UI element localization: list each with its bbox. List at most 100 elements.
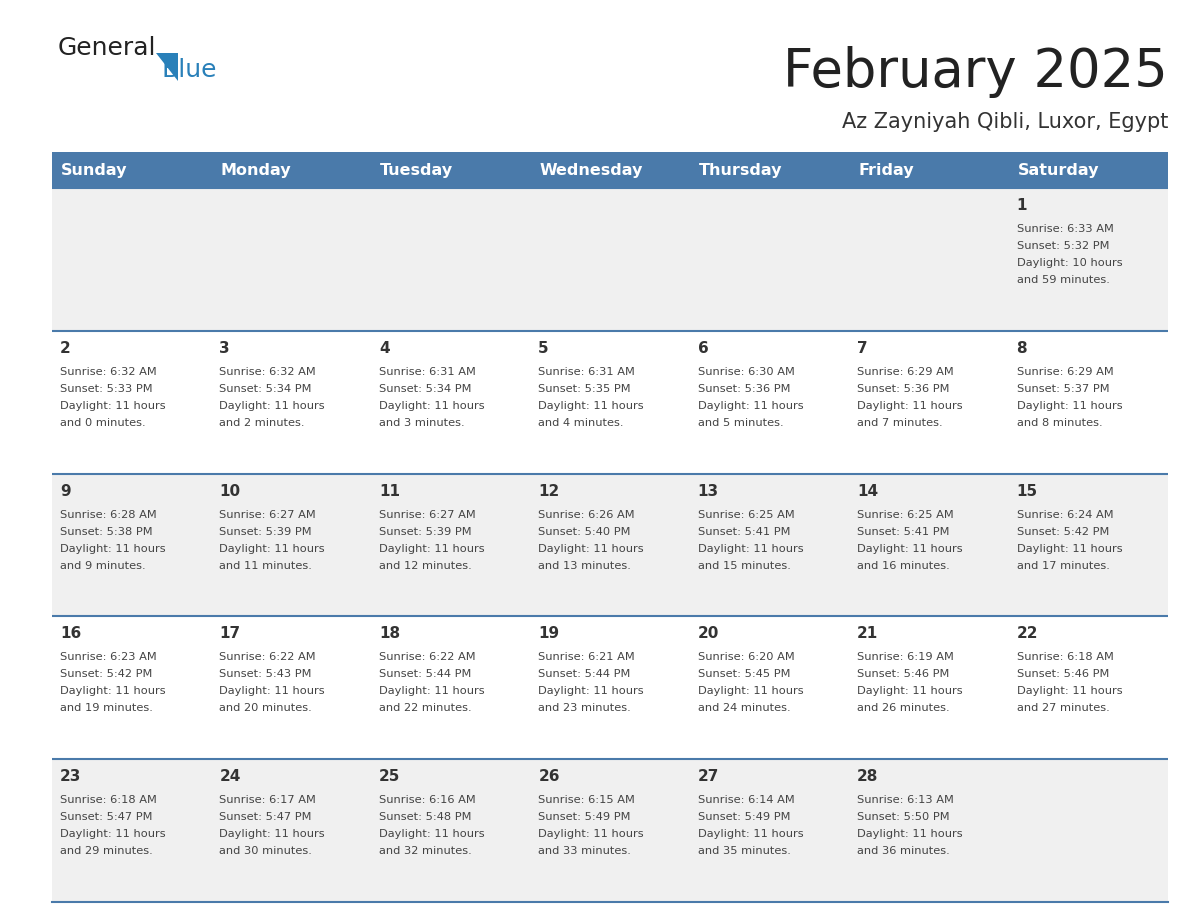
Text: 15: 15: [1017, 484, 1037, 498]
Text: Sunset: 5:44 PM: Sunset: 5:44 PM: [538, 669, 631, 679]
Text: Daylight: 10 hours: Daylight: 10 hours: [1017, 258, 1123, 268]
Text: Sunset: 5:36 PM: Sunset: 5:36 PM: [858, 384, 949, 394]
Text: Daylight: 11 hours: Daylight: 11 hours: [697, 543, 803, 554]
Text: Sunrise: 6:29 AM: Sunrise: 6:29 AM: [858, 367, 954, 376]
Text: and 2 minutes.: and 2 minutes.: [220, 418, 305, 428]
Text: Daylight: 11 hours: Daylight: 11 hours: [1017, 401, 1123, 410]
Text: Sunset: 5:49 PM: Sunset: 5:49 PM: [538, 812, 631, 823]
Text: Sunset: 5:48 PM: Sunset: 5:48 PM: [379, 812, 472, 823]
Text: Daylight: 11 hours: Daylight: 11 hours: [858, 687, 962, 697]
Polygon shape: [156, 53, 178, 81]
Text: 9: 9: [61, 484, 70, 498]
Text: Daylight: 11 hours: Daylight: 11 hours: [379, 543, 485, 554]
Text: Daylight: 11 hours: Daylight: 11 hours: [538, 543, 644, 554]
Text: Sunrise: 6:28 AM: Sunrise: 6:28 AM: [61, 509, 157, 520]
Text: Daylight: 11 hours: Daylight: 11 hours: [538, 401, 644, 410]
Text: and 5 minutes.: and 5 minutes.: [697, 418, 783, 428]
Text: Sunrise: 6:27 AM: Sunrise: 6:27 AM: [379, 509, 475, 520]
Text: and 33 minutes.: and 33 minutes.: [538, 846, 631, 856]
Text: Daylight: 11 hours: Daylight: 11 hours: [538, 829, 644, 839]
Text: and 9 minutes.: and 9 minutes.: [61, 561, 146, 571]
Text: and 26 minutes.: and 26 minutes.: [858, 703, 949, 713]
Bar: [52, 474, 1168, 616]
Bar: [371, 152, 530, 188]
Text: Sunset: 5:33 PM: Sunset: 5:33 PM: [61, 384, 152, 394]
Text: and 20 minutes.: and 20 minutes.: [220, 703, 312, 713]
Text: and 23 minutes.: and 23 minutes.: [538, 703, 631, 713]
Bar: [1009, 152, 1168, 188]
Text: Sunset: 5:46 PM: Sunset: 5:46 PM: [1017, 669, 1108, 679]
Text: Sunrise: 6:31 AM: Sunrise: 6:31 AM: [379, 367, 475, 376]
Text: Daylight: 11 hours: Daylight: 11 hours: [61, 401, 165, 410]
Text: 10: 10: [220, 484, 240, 498]
Text: Daylight: 11 hours: Daylight: 11 hours: [61, 829, 165, 839]
Bar: [52, 152, 211, 188]
Text: Sunset: 5:49 PM: Sunset: 5:49 PM: [697, 812, 790, 823]
Text: Sunrise: 6:22 AM: Sunrise: 6:22 AM: [379, 653, 475, 663]
Text: Sunset: 5:40 PM: Sunset: 5:40 PM: [538, 527, 631, 537]
Text: Sunset: 5:39 PM: Sunset: 5:39 PM: [220, 527, 312, 537]
Text: Sunrise: 6:17 AM: Sunrise: 6:17 AM: [220, 795, 316, 805]
Text: Daylight: 11 hours: Daylight: 11 hours: [858, 543, 962, 554]
Text: Sunset: 5:44 PM: Sunset: 5:44 PM: [379, 669, 472, 679]
Text: Blue: Blue: [162, 58, 216, 82]
Text: Sunrise: 6:25 AM: Sunrise: 6:25 AM: [697, 509, 795, 520]
Text: and 13 minutes.: and 13 minutes.: [538, 561, 631, 571]
Text: General: General: [58, 36, 157, 60]
Bar: [849, 152, 1009, 188]
Text: and 15 minutes.: and 15 minutes.: [697, 561, 790, 571]
Text: and 8 minutes.: and 8 minutes.: [1017, 418, 1102, 428]
Text: Daylight: 11 hours: Daylight: 11 hours: [697, 401, 803, 410]
Text: and 0 minutes.: and 0 minutes.: [61, 418, 146, 428]
Text: Daylight: 11 hours: Daylight: 11 hours: [61, 687, 165, 697]
Text: Sunset: 5:38 PM: Sunset: 5:38 PM: [61, 527, 152, 537]
Text: Sunset: 5:37 PM: Sunset: 5:37 PM: [1017, 384, 1110, 394]
Bar: [530, 152, 690, 188]
Text: Sunrise: 6:32 AM: Sunrise: 6:32 AM: [220, 367, 316, 376]
Text: Daylight: 11 hours: Daylight: 11 hours: [697, 829, 803, 839]
Text: and 4 minutes.: and 4 minutes.: [538, 418, 624, 428]
Text: Saturday: Saturday: [1018, 162, 1099, 177]
Text: Daylight: 11 hours: Daylight: 11 hours: [379, 687, 485, 697]
Text: Sunset: 5:50 PM: Sunset: 5:50 PM: [858, 812, 949, 823]
Text: Sunrise: 6:26 AM: Sunrise: 6:26 AM: [538, 509, 634, 520]
Text: Sunset: 5:47 PM: Sunset: 5:47 PM: [61, 812, 152, 823]
Bar: [52, 188, 1168, 330]
Text: 20: 20: [697, 626, 719, 642]
Text: Sunset: 5:42 PM: Sunset: 5:42 PM: [61, 669, 152, 679]
Text: Sunset: 5:47 PM: Sunset: 5:47 PM: [220, 812, 312, 823]
Text: 22: 22: [1017, 626, 1038, 642]
Text: 27: 27: [697, 769, 719, 784]
Text: and 30 minutes.: and 30 minutes.: [220, 846, 312, 856]
Text: Sunrise: 6:20 AM: Sunrise: 6:20 AM: [697, 653, 795, 663]
Text: Sunset: 5:35 PM: Sunset: 5:35 PM: [538, 384, 631, 394]
Text: Daylight: 11 hours: Daylight: 11 hours: [379, 401, 485, 410]
Text: Sunrise: 6:31 AM: Sunrise: 6:31 AM: [538, 367, 636, 376]
Text: Sunrise: 6:32 AM: Sunrise: 6:32 AM: [61, 367, 157, 376]
Text: 11: 11: [379, 484, 400, 498]
Text: Sunrise: 6:30 AM: Sunrise: 6:30 AM: [697, 367, 795, 376]
Text: Sunrise: 6:18 AM: Sunrise: 6:18 AM: [61, 795, 157, 805]
Text: and 36 minutes.: and 36 minutes.: [858, 846, 950, 856]
Text: Sunrise: 6:23 AM: Sunrise: 6:23 AM: [61, 653, 157, 663]
Text: 7: 7: [858, 341, 867, 356]
Text: Daylight: 11 hours: Daylight: 11 hours: [220, 543, 326, 554]
Text: and 29 minutes.: and 29 minutes.: [61, 846, 153, 856]
Text: 21: 21: [858, 626, 878, 642]
Text: 5: 5: [538, 341, 549, 356]
Text: and 17 minutes.: and 17 minutes.: [1017, 561, 1110, 571]
Bar: [211, 152, 371, 188]
Text: Sunrise: 6:13 AM: Sunrise: 6:13 AM: [858, 795, 954, 805]
Text: 13: 13: [697, 484, 719, 498]
Text: Daylight: 11 hours: Daylight: 11 hours: [858, 401, 962, 410]
Text: Sunrise: 6:15 AM: Sunrise: 6:15 AM: [538, 795, 636, 805]
Text: and 35 minutes.: and 35 minutes.: [697, 846, 790, 856]
Text: and 7 minutes.: and 7 minutes.: [858, 418, 943, 428]
Text: Daylight: 11 hours: Daylight: 11 hours: [858, 829, 962, 839]
Text: Daylight: 11 hours: Daylight: 11 hours: [1017, 687, 1123, 697]
Text: Az Zayniyah Qibli, Luxor, Egypt: Az Zayniyah Qibli, Luxor, Egypt: [841, 112, 1168, 132]
Text: Sunrise: 6:33 AM: Sunrise: 6:33 AM: [1017, 224, 1113, 234]
Text: Sunset: 5:34 PM: Sunset: 5:34 PM: [379, 384, 472, 394]
Text: 18: 18: [379, 626, 400, 642]
Text: Sunrise: 6:14 AM: Sunrise: 6:14 AM: [697, 795, 795, 805]
